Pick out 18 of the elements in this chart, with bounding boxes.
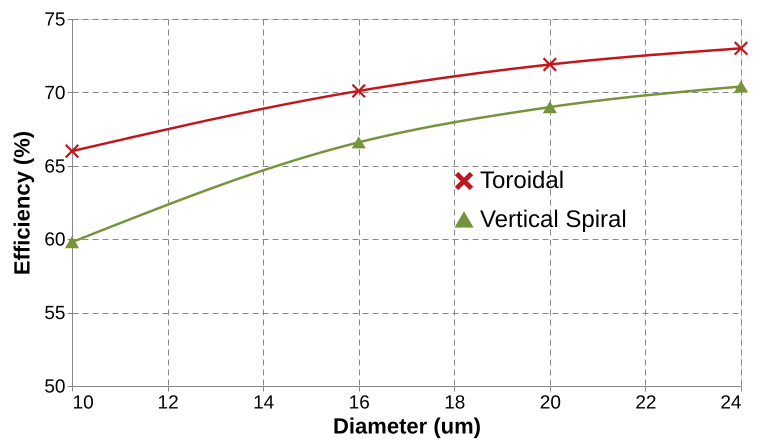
y-tick-label: 60	[44, 230, 66, 251]
legend-label: Vertical Spiral	[480, 206, 627, 233]
x-tick-label: 22	[635, 392, 656, 414]
legend-label: Toroidal	[480, 167, 564, 194]
y-tick-label: 55	[44, 303, 66, 324]
x-tick-label: 14	[253, 392, 275, 414]
x-tick-label: 12	[158, 392, 179, 414]
x-tick-label: 20	[540, 392, 561, 414]
y-tick-label: 65	[44, 156, 66, 178]
x-tick-label: 18	[444, 392, 466, 414]
x-tick-label: 16	[348, 392, 370, 414]
y-tick-label: 75	[44, 10, 66, 30]
x-axis-title: Diameter (um)	[333, 414, 481, 438]
y-tick-label: 70	[44, 82, 66, 104]
y-tick-label: 50	[44, 376, 66, 398]
y-axis-title: Efficiency (%)	[9, 130, 34, 276]
x-tick-label: 24	[720, 392, 742, 414]
x-tick-label: 10	[72, 392, 94, 414]
